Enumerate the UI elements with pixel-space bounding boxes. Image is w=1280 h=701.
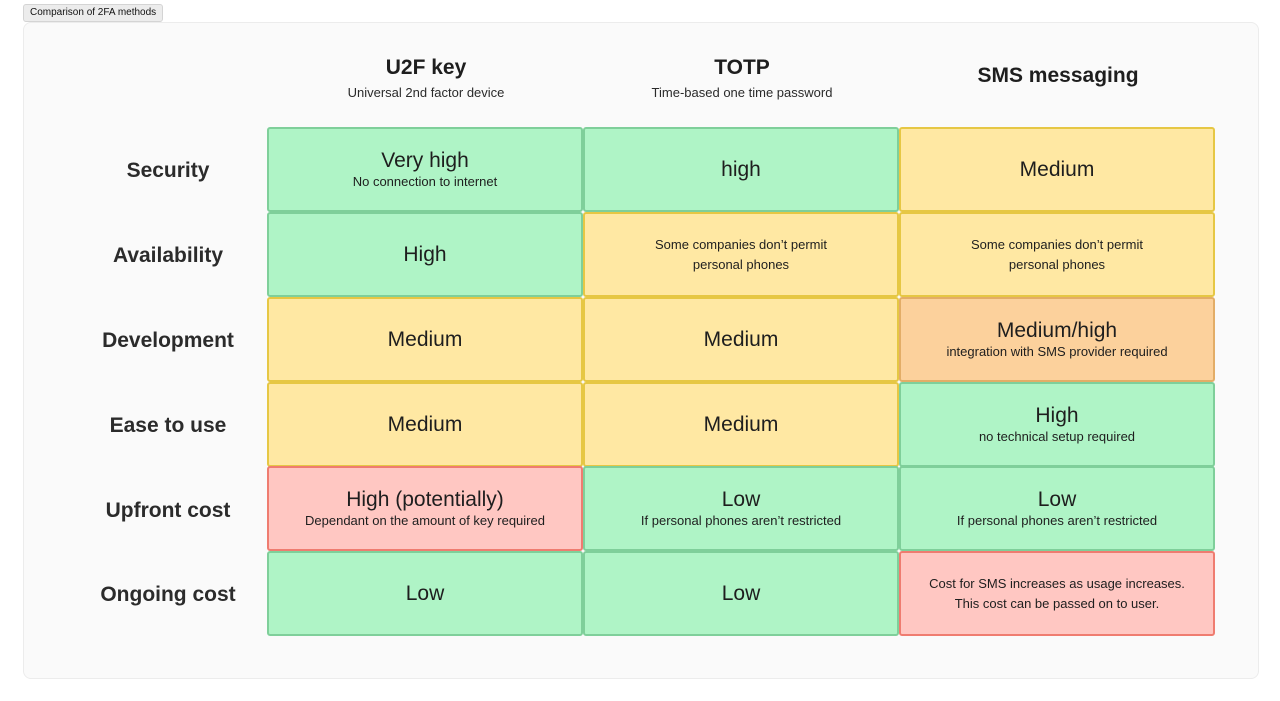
row-label-security: Security [126,158,210,182]
cell-note: No connection to internet [352,174,498,189]
cell-note: Dependant on the amount of key required [305,513,545,528]
cell-ongoing-u2f: Low [267,551,583,636]
cell-value: Medium [703,412,779,436]
row-label-ease-to-use: Ease to use [109,413,227,437]
cell-text: Some companies don’t permit personal pho… [971,236,1143,272]
cell-ongoing-sms: Cost for SMS increases as usage increase… [899,551,1215,636]
cell-upfront-sms: Low If personal phones aren’t restricted [899,466,1215,551]
cell-value: High (potentially) [346,488,504,511]
cell-availability-totp: Some companies don’t permit personal pho… [583,212,899,297]
cell-ease-u2f: Medium [267,382,583,467]
cell-availability-u2f: High [267,212,583,297]
column-header-sms: SMS messaging [900,64,1216,88]
cell-text: Cost for SMS increases as usage increase… [929,575,1185,611]
cell-security-totp: high [583,127,899,212]
cell-ease-sms: High no technical setup required [899,382,1215,467]
cell-value: Medium [387,412,463,436]
row-label-ongoing-cost: Ongoing cost [100,582,236,606]
column-subtitle: Time-based one time password [651,85,833,100]
cell-value: high [721,157,761,181]
frame-label[interactable]: Comparison of 2FA methods [23,4,164,22]
column-title: U2F key [385,56,467,79]
cell-upfront-u2f: High (potentially) Dependant on the amou… [267,466,583,551]
cell-development-sms: Medium/high integration with SMS provide… [899,297,1215,382]
cell-security-u2f: Very high No connection to internet [267,127,583,212]
column-header-u2f: U2F key Universal 2nd factor device [268,56,584,100]
cell-value: Medium [387,327,463,351]
cell-value: High [403,242,447,266]
cell-ease-totp: Medium [583,382,899,467]
column-title: SMS messaging [977,64,1139,87]
cell-upfront-totp: Low If personal phones aren’t restricted [583,466,899,551]
cell-value: Medium [703,327,779,351]
row-label-development: Development [102,328,234,352]
cell-note: no technical setup required [978,429,1136,444]
cell-value: Low [721,581,761,605]
comparison-frame: U2F key Universal 2nd factor device TOTP… [23,22,1259,679]
column-subtitle: Universal 2nd factor device [347,85,505,100]
cell-text: Some companies don’t permit personal pho… [655,236,827,272]
cell-note: integration with SMS provider required [946,344,1168,359]
cell-value: Low [1037,488,1077,511]
cell-note: If personal phones aren’t restricted [640,513,842,528]
cell-value: Medium/high [996,319,1118,342]
row-label-availability: Availability [112,243,224,267]
column-header-totp: TOTP Time-based one time password [584,56,900,100]
row-label-upfront-cost: Upfront cost [105,498,231,522]
cell-development-totp: Medium [583,297,899,382]
cell-value: Low [721,488,761,511]
cell-value: Very high [381,149,469,172]
cell-availability-sms: Some companies don’t permit personal pho… [899,212,1215,297]
cell-note: If personal phones aren’t restricted [956,513,1158,528]
cell-value: Low [405,581,445,605]
cell-security-sms: Medium [899,127,1215,212]
column-title: TOTP [714,56,770,79]
cell-value: High [1035,404,1079,427]
cell-value: Medium [1019,157,1095,181]
cell-development-u2f: Medium [267,297,583,382]
cell-ongoing-totp: Low [583,551,899,636]
